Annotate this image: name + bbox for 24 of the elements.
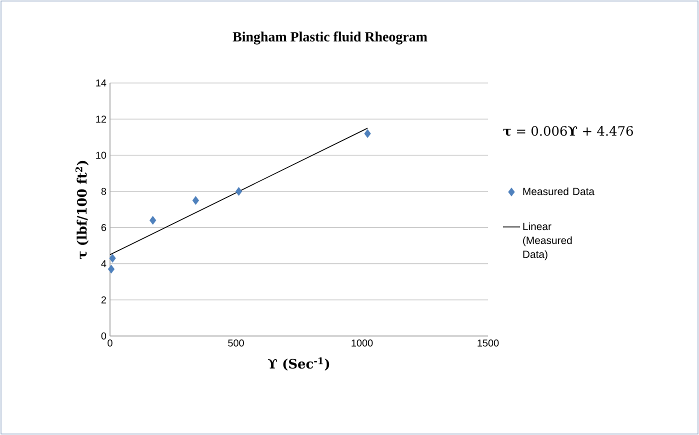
- point: [109, 254, 116, 263]
- point: [235, 187, 242, 196]
- chart-title: Bingham Plastic fluid Rheogram: [232, 32, 428, 44]
- legend-label: Measured Data: [523, 187, 595, 196]
- y-tick-label: 4: [101, 260, 106, 268]
- y-tick-label: 6: [101, 224, 106, 232]
- point: [364, 129, 371, 138]
- x-axis-title: ϒ (Sec$^{-1}$): [268, 357, 330, 370]
- point: [192, 196, 200, 205]
- x-tick-label: 500: [228, 340, 244, 347]
- x-tick-label: 0: [108, 340, 112, 347]
- text: τ = 0.006ϒ + 4.476: [503, 126, 633, 136]
- y-tick-label: 12: [96, 116, 106, 123]
- y-tick-label: 10: [96, 152, 106, 159]
- point: [150, 216, 156, 225]
- y-tick-label: 0: [101, 332, 106, 340]
- y-tick-label: 14: [96, 80, 106, 86]
- y-tick-label: 8: [101, 188, 106, 195]
- x-tick-label: 1000: [352, 340, 373, 347]
- legend-label: Linear (Measured Data): [523, 222, 572, 260]
- point: [108, 264, 115, 274]
- x-tick-label: 1500: [478, 340, 499, 347]
- y-tick-label: 2: [101, 296, 106, 304]
- y-axis-title: τ (lbf/100 ft$^{2}$): [75, 160, 89, 259]
